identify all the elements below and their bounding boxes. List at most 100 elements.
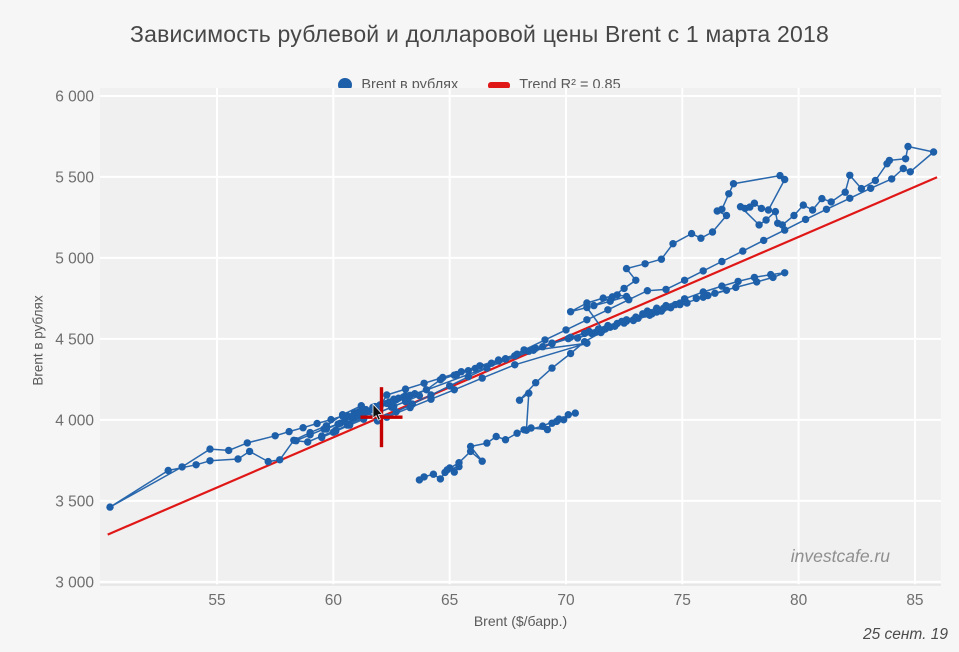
data-point xyxy=(466,442,475,451)
data-point xyxy=(846,171,854,179)
data-point xyxy=(604,306,612,314)
data-point xyxy=(487,359,496,367)
data-point xyxy=(369,406,377,414)
data-point xyxy=(571,409,579,417)
data-point xyxy=(539,422,547,430)
data-point xyxy=(304,438,312,446)
trend-marker-icon xyxy=(488,81,511,89)
data-point xyxy=(799,201,807,209)
data-point xyxy=(680,276,689,284)
data-point xyxy=(757,204,766,213)
data-point xyxy=(622,264,631,273)
data-point xyxy=(276,456,284,464)
data-point xyxy=(401,385,410,393)
data-point xyxy=(608,293,617,301)
x-tick-label: 75 xyxy=(674,592,691,609)
data-point xyxy=(522,426,531,434)
data-point xyxy=(904,142,912,151)
data-point xyxy=(583,316,591,324)
data-point xyxy=(464,367,472,375)
data-point xyxy=(769,273,777,282)
data-point xyxy=(390,402,398,410)
data-point xyxy=(697,234,705,242)
data-point xyxy=(245,447,254,456)
data-point xyxy=(306,431,314,439)
data-point xyxy=(718,205,726,213)
data-point xyxy=(594,325,603,333)
data-point xyxy=(406,403,414,412)
x-tick-label: 70 xyxy=(557,592,575,609)
data-point xyxy=(513,350,521,358)
data-point xyxy=(532,379,540,387)
data-point xyxy=(318,432,326,440)
x-tick-label: 65 xyxy=(441,592,458,609)
data-point xyxy=(285,427,293,436)
data-point xyxy=(322,425,331,433)
data-point xyxy=(857,184,866,193)
data-point xyxy=(464,373,472,381)
data-point xyxy=(632,276,640,284)
data-point xyxy=(822,205,831,213)
data-point xyxy=(566,349,575,358)
x-tick-label: 80 xyxy=(790,592,808,609)
data-point xyxy=(734,277,742,286)
data-point xyxy=(867,184,875,192)
data-point xyxy=(299,424,307,432)
data-point xyxy=(683,299,691,307)
data-point xyxy=(771,207,780,216)
data-point xyxy=(760,236,768,245)
data-point xyxy=(732,283,740,292)
data-point xyxy=(801,215,810,224)
data-point xyxy=(178,463,186,471)
y-tick-label: 3 000 xyxy=(55,574,94,591)
x-tick-label: 60 xyxy=(325,592,343,609)
data-point xyxy=(871,176,880,185)
data-point xyxy=(332,426,340,434)
data-point xyxy=(483,364,491,372)
data-point xyxy=(562,326,570,334)
data-point xyxy=(641,310,649,318)
data-point xyxy=(906,168,914,176)
data-point xyxy=(548,364,556,372)
data-point xyxy=(541,336,549,344)
data-point xyxy=(583,299,591,307)
data-point xyxy=(566,308,575,316)
data-point xyxy=(476,362,484,370)
data-point xyxy=(818,194,826,203)
data-point xyxy=(583,339,591,347)
data-point xyxy=(739,247,747,255)
y-axis-title: Brent в рублях xyxy=(30,295,46,386)
data-point xyxy=(501,436,510,444)
data-point xyxy=(106,503,114,511)
chart-title: Зависимость рублевой и долларовой цены B… xyxy=(130,21,829,47)
data-point xyxy=(450,468,458,476)
data-point xyxy=(206,445,214,453)
data-point xyxy=(662,285,670,294)
data-point xyxy=(611,322,619,330)
data-point xyxy=(620,284,628,293)
data-point xyxy=(625,296,633,304)
x-axis-title: Brent ($/барр.) xyxy=(473,613,568,629)
data-point xyxy=(722,211,731,220)
data-point xyxy=(548,339,556,347)
data-point xyxy=(632,313,640,321)
data-point xyxy=(483,439,491,447)
data-point xyxy=(711,289,719,297)
data-point xyxy=(669,240,677,248)
data-point xyxy=(348,414,356,422)
data-point xyxy=(622,316,631,324)
data-point xyxy=(692,294,700,303)
data-point xyxy=(327,415,335,424)
data-point xyxy=(513,429,521,437)
data-point xyxy=(404,396,412,405)
data-point xyxy=(827,198,835,206)
data-point xyxy=(899,164,907,173)
data-point xyxy=(427,395,435,403)
y-tick-label: 3 500 xyxy=(55,493,94,510)
data-point xyxy=(736,203,745,211)
data-point xyxy=(271,432,279,440)
data-point xyxy=(225,446,233,455)
data-point xyxy=(457,368,465,376)
data-point xyxy=(790,211,798,220)
data-point xyxy=(234,455,242,463)
